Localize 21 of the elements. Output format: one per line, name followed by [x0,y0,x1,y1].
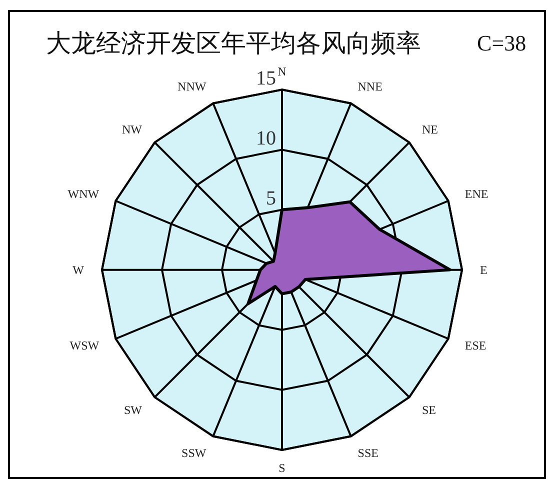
spoke-label: S [278,460,286,475]
y-tick-label: 15 [256,67,276,90]
spoke-label: SSW [182,446,207,460]
spoke-label: ESE [464,338,486,353]
y-tick-label: 10 [256,128,276,150]
spoke-label: N [278,64,287,79]
spoke-label: NW [122,122,143,137]
spoke-label: SE [422,402,436,417]
spoke-label: WSW [70,338,100,353]
spoke-label: NNW [178,80,207,94]
spoke-label: E [480,262,488,277]
chart-title: 大龙经济开发区年平均各风向频率 [46,30,421,58]
spoke-label: NE [422,122,438,137]
spoke-label: SW [124,402,143,417]
spoke-label: SSE [358,446,378,460]
text: C=38 [477,30,526,56]
spoke-label: NNE [358,80,382,94]
spoke-label: W [72,262,85,277]
y-tick-label: 5 [266,188,276,210]
spoke-label: ENE [464,186,488,201]
spoke-label: WNW [68,186,100,201]
